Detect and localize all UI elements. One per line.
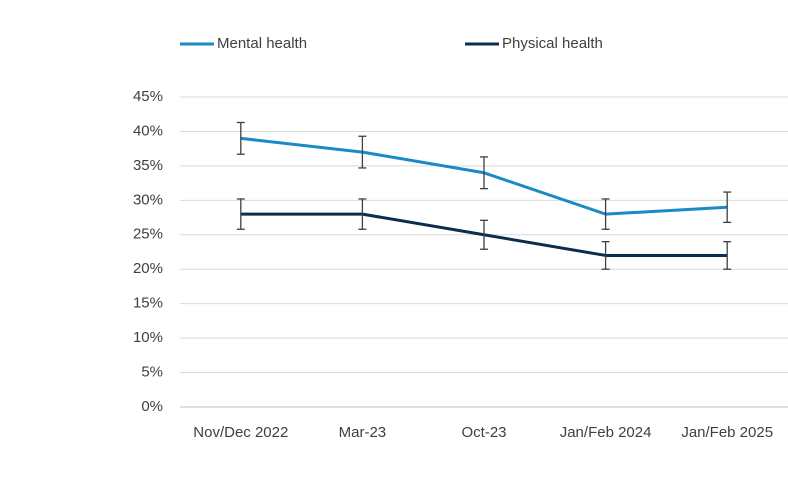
y-tick-label: 5% xyxy=(141,364,163,381)
y-tick-label: 40% xyxy=(133,122,163,139)
y-tick-label: 25% xyxy=(133,226,163,243)
error-bar xyxy=(358,135,367,169)
x-tick-label: Mar-23 xyxy=(339,424,387,441)
error-bar xyxy=(236,198,245,230)
error-bar xyxy=(723,191,732,224)
y-tick-label: 0% xyxy=(141,398,163,415)
y-tick-label: 20% xyxy=(133,260,163,277)
x-tick-label: Nov/Dec 2022 xyxy=(193,424,288,441)
x-tick-label: Jan/Feb 2024 xyxy=(560,424,652,441)
y-tick-label: 45% xyxy=(133,88,163,105)
legend-label: Mental health xyxy=(217,35,307,52)
y-tick-label: 30% xyxy=(133,191,163,208)
error-bar xyxy=(358,198,367,230)
x-tick-label: Oct-23 xyxy=(461,424,506,441)
y-tick-label: 35% xyxy=(133,157,163,174)
error-bar xyxy=(601,241,610,270)
y-tick-label: 10% xyxy=(133,329,163,346)
legend-label: Physical health xyxy=(502,35,603,52)
y-tick-label: 15% xyxy=(133,295,163,312)
x-tick-label: Jan/Feb 2025 xyxy=(681,424,773,441)
error-bar xyxy=(480,219,488,250)
error-bar xyxy=(601,198,610,230)
error-bar xyxy=(236,121,245,155)
error-bar xyxy=(480,156,488,190)
error-bar xyxy=(723,241,732,270)
